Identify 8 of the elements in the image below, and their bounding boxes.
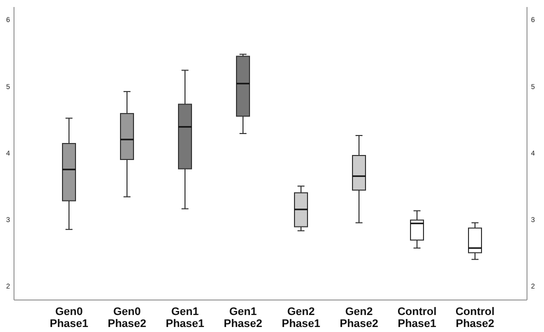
x-tick-label: Gen2 Phase2: [340, 306, 378, 330]
x-tick-label: Gen1 Phase2: [224, 306, 262, 330]
x-tick-label: Gen2 Phase1: [282, 306, 320, 330]
x-tick-label: Gen1 Phase1: [166, 306, 204, 330]
x-tick-label: Gen0 Phase2: [108, 306, 146, 330]
x-tick-label: Control Phase1: [397, 306, 437, 330]
x-tick-label: Gen0 Phase1: [50, 306, 88, 330]
x-tick-label: Control Phase2: [455, 306, 495, 330]
